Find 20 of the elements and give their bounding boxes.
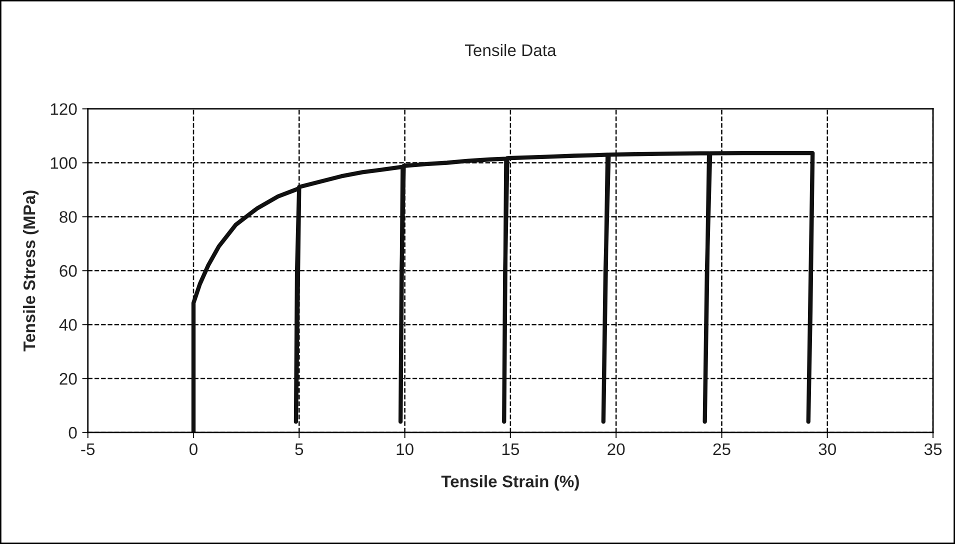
- x-tick-label: 5: [295, 444, 304, 456]
- y-tick-label: 20: [60, 372, 77, 385]
- x-tick-label: 30: [818, 443, 836, 456]
- x-tick-label: 15: [502, 444, 520, 456]
- x-tick-label: 0: [190, 443, 198, 456]
- y-tick-label: 40: [59, 318, 77, 331]
- y-tick-label: 120: [50, 103, 77, 116]
- line-series: [191, 150, 815, 432]
- x-tick-label: 20: [608, 443, 625, 456]
- y-tick-label: 60: [60, 265, 77, 277]
- x-axis-title: Tensile Strain (%): [441, 475, 579, 491]
- x-tick-label: 25: [713, 443, 730, 456]
- x-tick-label: -5: [81, 444, 95, 456]
- y-tick-label: 0: [68, 426, 77, 439]
- x-tick-label: 10: [396, 443, 414, 456]
- y-tick-label: 80: [60, 211, 77, 223]
- x-tick-label: 35: [924, 443, 942, 456]
- y-axis-title: Tensile Stress (MPa): [22, 190, 39, 352]
- chart-title: Tensile Data: [464, 44, 556, 56]
- y-tick-label: 100: [50, 157, 77, 169]
